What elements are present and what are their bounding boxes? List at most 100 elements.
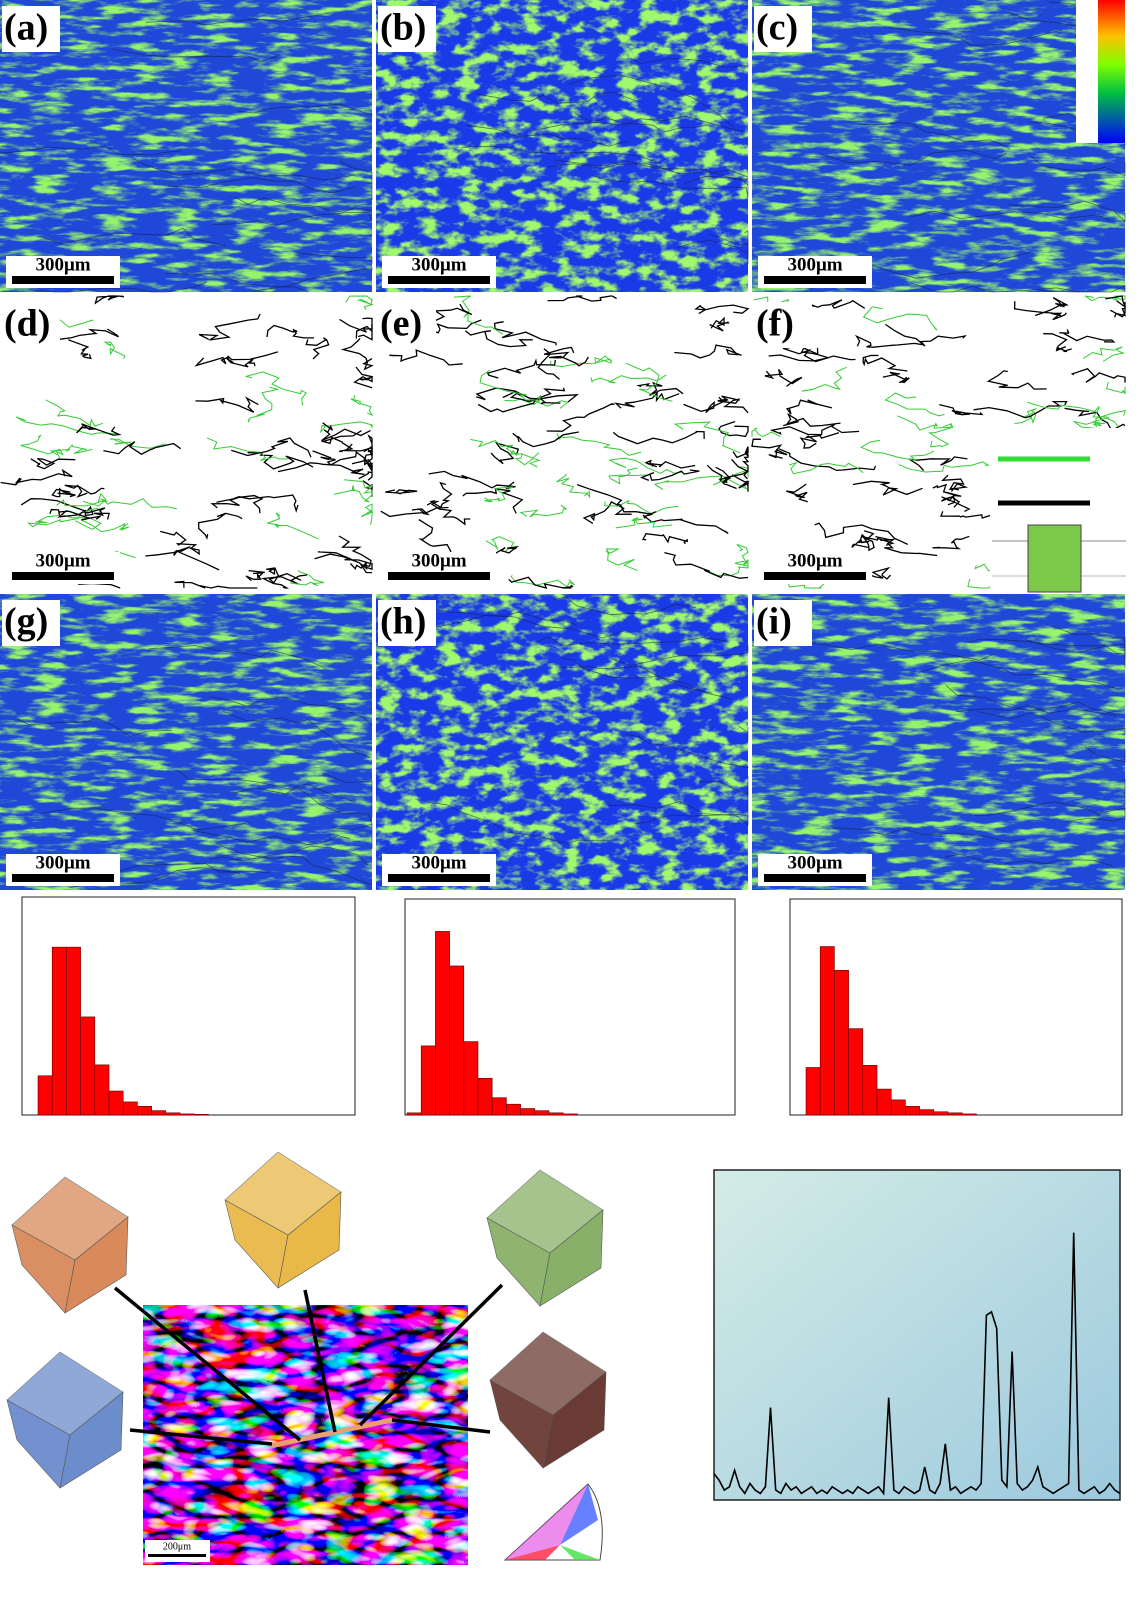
grain-boundary	[944, 853, 1113, 867]
low-angle-boundary	[615, 517, 673, 529]
grain-boundary	[1008, 200, 1126, 223]
bar	[165, 1112, 181, 1116]
high-angle-boundary	[277, 462, 365, 475]
maps: (a) 300μm (b) 300μm (c) 300μm (d) 300μm (e) 300μm…	[0, 0, 1127, 890]
bar	[548, 1112, 564, 1116]
grain-boundary	[1030, 155, 1126, 177]
scale-bar	[388, 874, 490, 882]
bar	[179, 1113, 195, 1116]
high-angle-boundary	[198, 313, 261, 341]
high-angle-boundary	[247, 452, 314, 470]
high-angle-boundary	[576, 483, 657, 517]
high-angle-boundary	[537, 346, 575, 380]
low-angle-boundary	[860, 439, 934, 462]
high-angle-boundary	[709, 316, 730, 332]
low-angle-boundary	[15, 416, 117, 435]
high-angle-boundary	[20, 498, 94, 517]
high-angle-boundary	[732, 446, 749, 459]
low-angle-boundary	[510, 575, 575, 588]
high-angle-boundary	[718, 420, 749, 438]
low-angle-boundary	[550, 355, 613, 368]
high-angle-boundary	[103, 441, 182, 455]
scale-bar-label: 200μm	[163, 1541, 191, 1552]
high-angle-boundary	[1043, 333, 1072, 353]
bar	[449, 965, 465, 1116]
high-angle-boundary	[195, 396, 259, 413]
bar	[876, 1088, 892, 1116]
high-angle-boundary	[1105, 295, 1127, 318]
low-angle-boundary	[862, 306, 938, 331]
grain-boundary	[607, 801, 749, 826]
high-angle-boundary	[320, 430, 362, 453]
panel-label: (c)	[756, 7, 798, 49]
label-box	[378, 600, 436, 646]
high-angle-boundary	[799, 432, 840, 449]
grain-boundary	[625, 733, 749, 769]
ipf-blue	[560, 1484, 598, 1545]
low-angle-boundary	[898, 461, 991, 473]
high-angle-boundary	[51, 487, 76, 498]
low-angle-boundary	[608, 457, 683, 474]
high-angle-boundary	[493, 321, 557, 346]
high-angle-boundary	[260, 574, 308, 589]
high-angle-boundary	[418, 519, 452, 552]
grain-boundary	[111, 48, 281, 63]
grain-boundary	[210, 845, 369, 866]
low-angle-boundary	[247, 386, 279, 423]
panel-label: (d)	[4, 303, 50, 345]
grain-boundary	[1066, 807, 1126, 822]
high-angle-boundary	[807, 299, 866, 309]
bar	[80, 1016, 96, 1116]
grain-boundary	[212, 207, 373, 227]
scale-bar	[764, 874, 866, 882]
low-angle-boundary	[81, 519, 129, 533]
chart	[789, 898, 1123, 1116]
low-angle-boundary	[20, 434, 65, 460]
low-angle-boundary	[27, 507, 101, 528]
high-angle-boundary	[1034, 297, 1069, 317]
high-angle-boundary	[305, 337, 330, 360]
high-angle-boundary	[885, 323, 967, 347]
cube-face	[59, 1391, 124, 1489]
high-angle-boundary	[338, 535, 373, 574]
charts	[21, 896, 1123, 1501]
profile-line	[713, 1232, 1121, 1496]
high-angle-boundary	[731, 456, 750, 473]
grain-boundary	[295, 252, 373, 264]
low-angle-boundary	[897, 415, 954, 431]
high-angle-boundary	[731, 474, 750, 492]
grain-boundary	[461, 145, 661, 164]
low-angle-boundary	[103, 341, 126, 359]
grain-boundary	[574, 113, 708, 133]
high-angle-boundary	[426, 481, 453, 509]
high-angle-boundary	[210, 494, 264, 514]
low-angle-boundary	[345, 295, 374, 311]
bar	[919, 1109, 935, 1116]
low-angle-boundary	[590, 374, 667, 384]
high-angle-boundary	[508, 576, 574, 589]
low-angle-boundary	[673, 421, 741, 454]
bar	[477, 1077, 493, 1116]
high-angle-boundary	[321, 422, 371, 442]
grain-boundary	[918, 659, 1120, 690]
orientation-figure: 200μm	[6, 1151, 607, 1565]
high-angle-boundary	[940, 474, 969, 493]
grain-boundary	[569, 74, 734, 128]
scale-bar	[764, 572, 866, 580]
low-angle-boundary	[245, 371, 307, 406]
high-angle-boundary	[64, 484, 105, 498]
high-angle-boundary	[380, 506, 449, 518]
bar	[933, 1111, 949, 1116]
panel-label: (h)	[380, 601, 426, 643]
low-angle-boundary	[556, 473, 591, 499]
low-angle-boundary	[319, 421, 373, 434]
bar	[151, 1110, 167, 1116]
grain-boundary	[38, 227, 227, 247]
high-angle-boundary	[683, 395, 740, 414]
low-angle-boundary	[56, 492, 108, 507]
high-angle-boundary	[351, 458, 373, 470]
grain-boundary	[560, 657, 713, 694]
high-angle-boundary	[644, 459, 696, 469]
grain-boundary	[166, 272, 309, 293]
grain-boundary	[466, 124, 629, 147]
